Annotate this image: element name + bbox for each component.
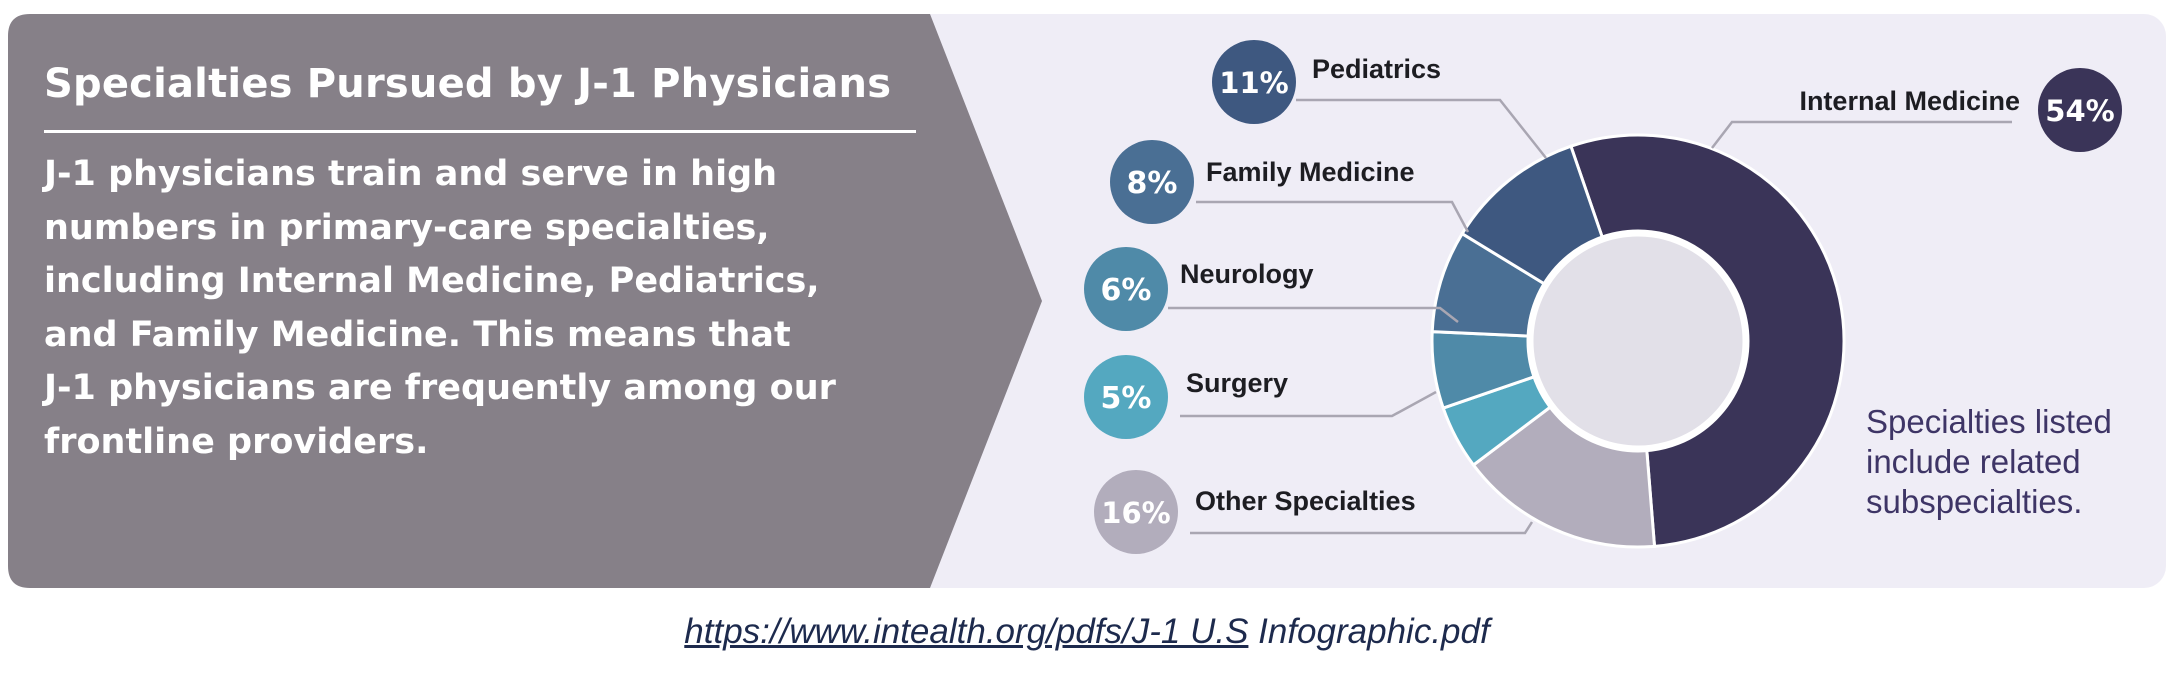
panel-body-line: J-1 physicians are frequently among our	[44, 368, 836, 408]
source-citation: https://www.intealth.org/pdfs/J-1 U.S In…	[0, 612, 2174, 652]
leader-line-pediatrics	[1296, 98, 1547, 159]
description-panel	[8, 14, 1048, 588]
badge-pediatrics	[1212, 40, 1296, 124]
badge-neurology	[1084, 247, 1168, 331]
leader-line-other-specialties	[1190, 521, 1534, 535]
badge-surgery	[1084, 355, 1168, 439]
source-filename: Infographic.pdf	[1248, 612, 1490, 651]
value-label-neurology: 6%	[1101, 273, 1152, 308]
panel-arrow-shape	[8, 14, 1042, 588]
panel-body-text: J-1 physicians train and serve in high n…	[44, 148, 944, 469]
value-label-surgery: 5%	[1101, 381, 1152, 416]
value-label-pediatrics: 11%	[1219, 66, 1288, 100]
badge-other-specialties	[1094, 470, 1178, 554]
value-label-internal-medicine: 54%	[2045, 94, 2114, 128]
note-line: subspecialties.	[1866, 483, 2083, 520]
category-label-neurology: Neurology	[1180, 259, 1314, 289]
leader-line-surgery	[1180, 390, 1437, 418]
value-label-other-specialties: 16%	[1101, 496, 1170, 530]
leader-line-family-medicine	[1196, 200, 1470, 233]
category-label-internal-medicine: Internal Medicine	[1799, 86, 2020, 116]
subspecialties-note: Specialties listed include related subsp…	[1866, 402, 2166, 522]
panel-arrow-background	[8, 14, 1042, 588]
badge-internal-medicine	[2038, 68, 2122, 152]
category-label-other-specialties: Other Specialties	[1195, 486, 1416, 516]
source-link[interactable]: https://www.intealth.org/pdfs/J-1 U.S	[684, 612, 1249, 651]
panel-body-line: numbers in primary-care specialties,	[44, 207, 770, 248]
category-label-family-medicine: Family Medicine	[1206, 157, 1415, 187]
panel-body-line: J-1 physicians train and serve in high	[44, 154, 778, 194]
title-divider	[44, 130, 916, 133]
panel-title: Specialties Pursued by J-1 Physicians	[44, 61, 892, 107]
category-label-surgery: Surgery	[1186, 368, 1288, 398]
donut-center	[1526, 229, 1750, 453]
panel-body-line: and Family Medicine. This means that	[44, 314, 791, 355]
panel-body-line: including Internal Medicine, Pediatrics,	[44, 261, 820, 301]
note-line: Specialties listed	[1866, 403, 2112, 440]
category-label-pediatrics: Pediatrics	[1312, 54, 1441, 84]
leader-line-neurology	[1168, 306, 1459, 323]
panel-body-line: frontline providers.	[44, 421, 429, 462]
badge-family-medicine	[1110, 140, 1194, 224]
value-label-family-medicine: 8%	[1127, 166, 1178, 201]
note-line: include related	[1866, 443, 2081, 480]
leader-line-internal-medicine	[1711, 120, 2012, 149]
